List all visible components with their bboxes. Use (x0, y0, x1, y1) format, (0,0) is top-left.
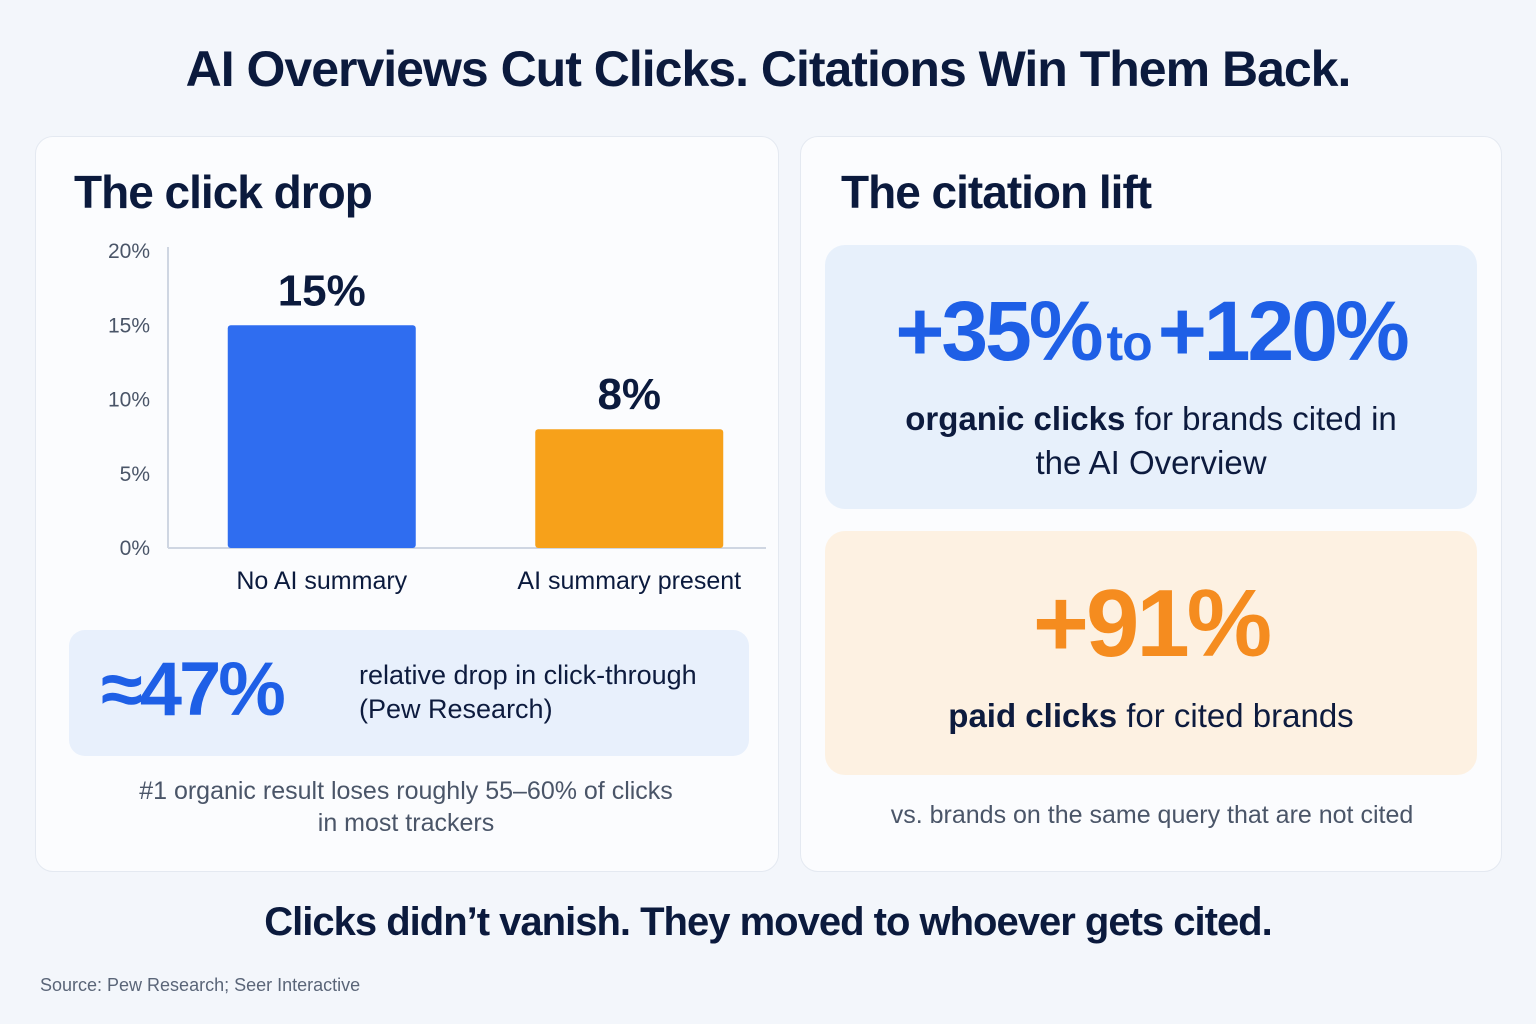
paid-lift-desc-bold: paid clicks (948, 697, 1117, 734)
organic-lift-desc-bold: organic clicks (905, 400, 1125, 437)
comparison-footnote: vs. brands on the same query that are no… (801, 801, 1503, 830)
organic-lift-high: +120% (1158, 284, 1407, 378)
relative-drop-stat-box: ≈47% relative drop in click-through (Pew… (69, 630, 749, 756)
y-tick-label: 20% (108, 240, 150, 263)
organic-result-footnote-line2: in most trackers (76, 807, 736, 839)
paid-lift-value: +91% (825, 569, 1477, 679)
x-category-label: No AI summary (236, 567, 407, 595)
conclusion-text: Clicks didn’t vanish. They moved to whoe… (0, 900, 1536, 945)
page-title: AI Overviews Cut Clicks. Citations Win T… (0, 40, 1536, 98)
relative-drop-description-line1: relative drop in click-through (359, 658, 739, 692)
organic-result-footnote: #1 organic result loses roughly 55–60% o… (76, 775, 736, 839)
bar (228, 325, 416, 548)
click-drop-heading: The click drop (74, 165, 372, 219)
organic-lift-low: +35% (895, 284, 1100, 378)
bar-value-label: 8% (597, 370, 661, 419)
paid-lift-desc-rest: for cited brands (1117, 697, 1354, 734)
paid-lift-box: +91% paid clicks for cited brands (825, 531, 1477, 775)
relative-drop-value: ≈47% (101, 646, 283, 733)
paid-lift-description: paid clicks for cited brands (825, 697, 1477, 735)
citation-lift-panel: The citation lift +35% to+120% organic cl… (800, 136, 1502, 872)
organic-lift-range: +35% to+120% (825, 283, 1477, 380)
bar-value-label: 15% (278, 266, 366, 315)
click-drop-panel: The click drop 0% 5% 10% 15% 20% 15% No AI sum… (35, 136, 779, 872)
x-category-label: AI summary present (517, 567, 741, 595)
organic-lift-desc-line2: the AI Overview (825, 441, 1477, 485)
organic-lift-connector: to (1107, 315, 1152, 371)
y-tick-label: 0% (120, 537, 150, 560)
relative-drop-description-line2: (Pew Research) (359, 692, 739, 726)
organic-lift-description: organic clicks for brands cited in the A… (825, 397, 1477, 485)
click-through-bar-chart: 0% 5% 10% 15% 20% 15% No AI summary 8% AI summar… (66, 233, 766, 613)
y-tick-label: 10% (108, 389, 150, 412)
relative-drop-description: relative drop in click-through (Pew Rese… (359, 658, 739, 726)
bar (535, 429, 723, 548)
organic-lift-desc-rest: for brands cited in (1125, 400, 1396, 437)
citation-lift-heading: The citation lift (841, 165, 1151, 219)
organic-result-footnote-line1: #1 organic result loses roughly 55–60% o… (76, 775, 736, 807)
source-note: Source: Pew Research; Seer Interactive (40, 975, 360, 996)
organic-lift-box: +35% to+120% organic clicks for brands ci… (825, 245, 1477, 509)
y-tick-label: 15% (108, 314, 150, 337)
y-tick-label: 5% (120, 463, 150, 486)
